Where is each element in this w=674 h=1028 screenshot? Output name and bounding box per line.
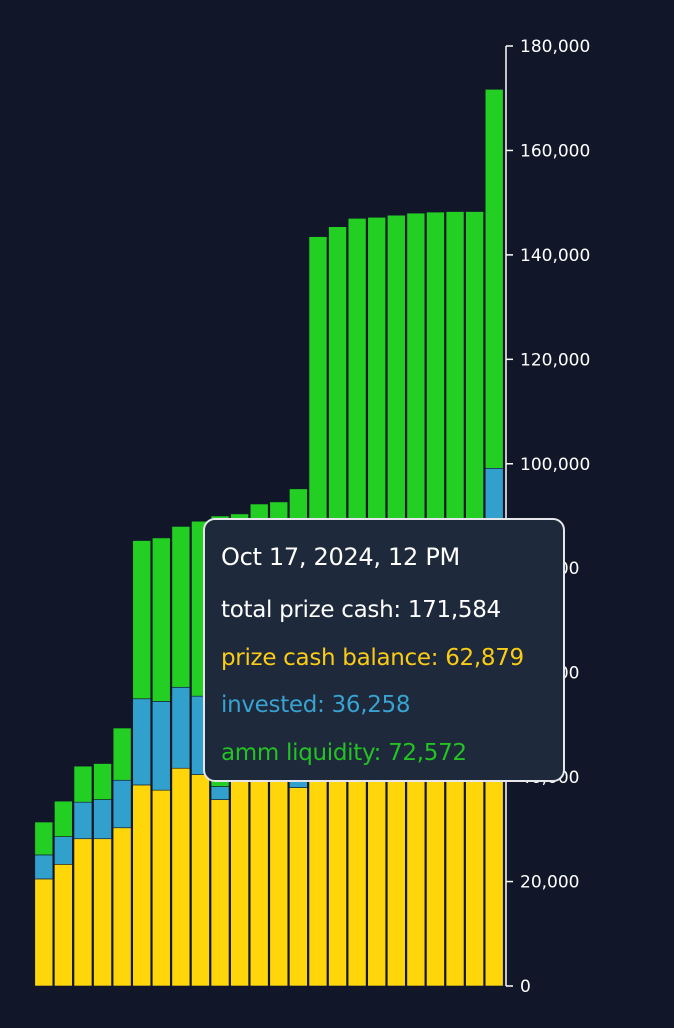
bar-segment-prize-cash-balance-1[interactable]	[54, 864, 73, 987]
bar-segment-invested-3[interactable]	[93, 799, 112, 840]
bar-segment-prize-cash-balance-21[interactable]	[445, 776, 465, 987]
bar-segment-prize-cash-balance-0[interactable]	[34, 878, 54, 987]
bar-segment-amm-liquidity-3[interactable]	[93, 763, 112, 800]
bar-segment-prize-cash-balance-5[interactable]	[132, 784, 152, 987]
bar-segment-invested-7[interactable]	[171, 686, 191, 769]
bar-segment-amm-liquidity-2[interactable]	[73, 765, 93, 803]
bar-segment-amm-liquidity-4[interactable]	[112, 727, 132, 781]
bar-segment-prize-cash-balance-19[interactable]	[406, 776, 426, 987]
bar-segment-invested-6[interactable]	[152, 701, 171, 791]
tooltip-amm-liquidity: amm liquidity: 72,572	[221, 739, 467, 766]
bar-segment-invested-1[interactable]	[54, 836, 73, 865]
bar-segment-prize-cash-balance-2[interactable]	[73, 838, 93, 987]
bar-segment-amm-liquidity-6[interactable]	[152, 537, 171, 702]
y-tick-label: 180,000	[520, 37, 590, 57]
tooltip-date: Oct 17, 2024, 12 PM	[221, 543, 460, 571]
bar-segment-prize-cash-balance-6[interactable]	[152, 789, 171, 987]
bar-segment-amm-liquidity-1[interactable]	[54, 800, 73, 837]
y-tick-label: 120,000	[520, 350, 590, 370]
bar-segment-prize-cash-balance-20[interactable]	[426, 776, 445, 987]
bar-segment-prize-cash-balance-11[interactable]	[249, 776, 269, 987]
y-tick-label: 160,000	[520, 141, 590, 161]
bar-segment-amm-liquidity-23[interactable]	[484, 89, 504, 469]
bar-segment-prize-cash-balance-18[interactable]	[386, 776, 406, 987]
tooltip: Oct 17, 2024, 12 PM total prize cash: 17…	[203, 518, 565, 782]
y-tick-label: 140,000	[520, 246, 590, 266]
bar-segment-prize-cash-balance-4[interactable]	[112, 827, 132, 987]
bar-segment-amm-liquidity-5[interactable]	[132, 540, 152, 700]
bar-segment-prize-cash-balance-13[interactable]	[289, 787, 308, 987]
y-tick-label: 0	[520, 977, 531, 997]
y-tick-label: 20,000	[520, 873, 579, 893]
bar-segment-prize-cash-balance-22[interactable]	[465, 776, 484, 987]
bar-segment-prize-cash-balance-9[interactable]	[210, 799, 230, 987]
tooltip-invested: invested: 36,258	[221, 692, 411, 718]
bar-segment-amm-liquidity-7[interactable]	[171, 526, 191, 688]
bar-segment-prize-cash-balance-7[interactable]	[171, 767, 191, 987]
bar-segment-invested-4[interactable]	[112, 779, 132, 829]
bar-segment-prize-cash-balance-12[interactable]	[269, 776, 289, 987]
bar-segment-prize-cash-balance-15[interactable]	[328, 776, 347, 987]
bar-segment-prize-cash-balance-10[interactable]	[230, 776, 249, 987]
bar-segment-prize-cash-balance-3[interactable]	[93, 838, 112, 987]
bar-segment-prize-cash-balance-8[interactable]	[191, 774, 210, 987]
tooltip-total-prize-cash: total prize cash: 171,584	[221, 597, 501, 623]
bar-segment-prize-cash-balance-17[interactable]	[367, 776, 387, 987]
bar-segment-invested-5[interactable]	[132, 698, 152, 786]
bar-segment-prize-cash-balance-14[interactable]	[308, 776, 328, 987]
y-tick-label: 100,000	[520, 455, 590, 475]
bar-segment-invested-0[interactable]	[34, 854, 54, 880]
bar-segment-invested-2[interactable]	[73, 801, 93, 840]
y-axis: 020,00040,00060,00080,000100,000120,0001…	[505, 37, 590, 997]
bar-segment-invested-9[interactable]	[210, 786, 230, 800]
bar-segment-prize-cash-balance-16[interactable]	[347, 776, 367, 987]
bar-segment-amm-liquidity-0[interactable]	[34, 821, 54, 856]
tooltip-prize-cash-balance: prize cash balance: 62,879	[221, 644, 524, 671]
